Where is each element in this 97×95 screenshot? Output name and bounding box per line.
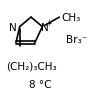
Text: N: N (41, 23, 49, 33)
Text: Br₃⁻: Br₃⁻ (66, 35, 87, 45)
Text: 8 °C: 8 °C (29, 80, 52, 91)
Text: +: + (46, 19, 52, 28)
Text: (CH₂)₃CH₃: (CH₂)₃CH₃ (6, 61, 56, 72)
Text: CH₃: CH₃ (61, 13, 80, 23)
Text: N: N (9, 23, 17, 33)
